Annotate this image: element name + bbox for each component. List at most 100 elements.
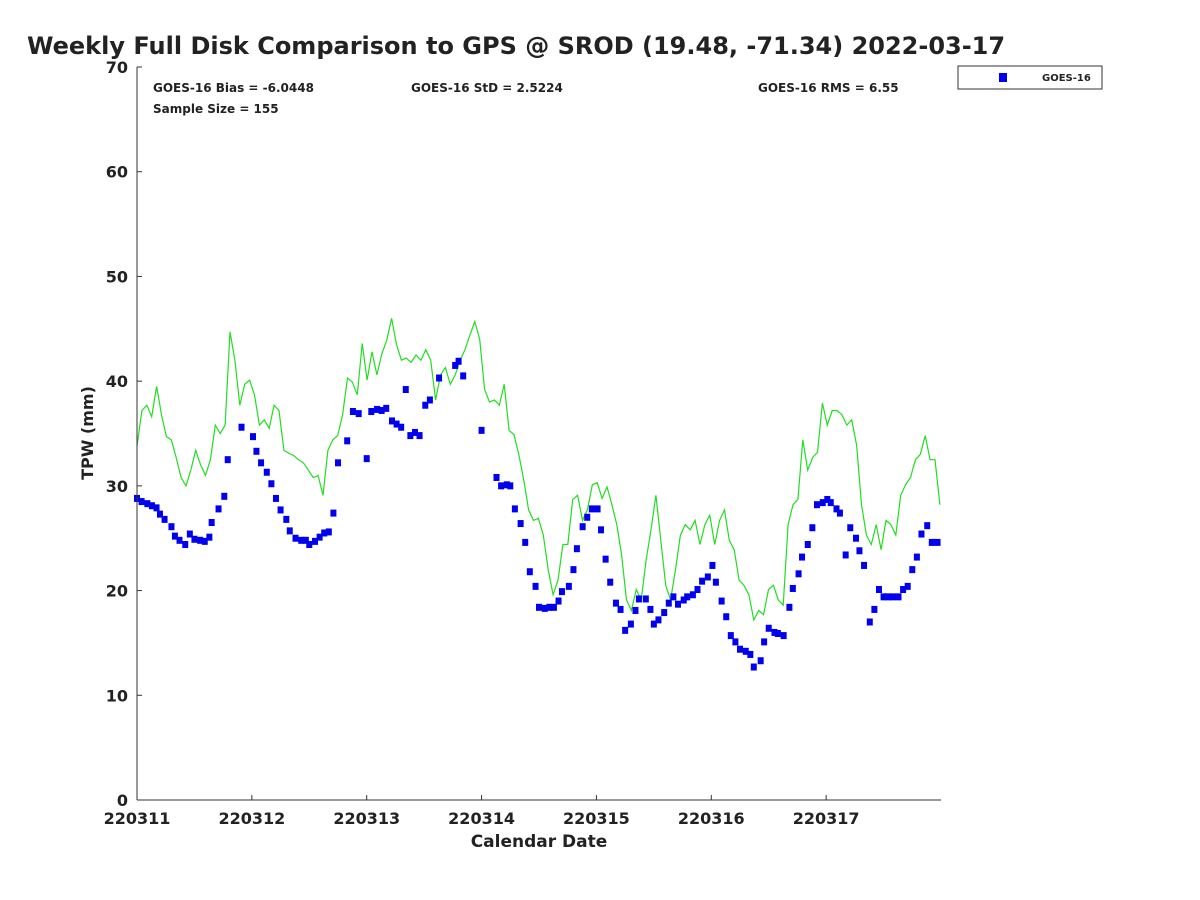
goes-point	[674, 600, 681, 608]
goes-point	[747, 650, 754, 658]
goes-point	[598, 526, 605, 534]
goes-point	[655, 616, 662, 624]
goes-point	[909, 566, 916, 574]
y-tick-label: 30	[106, 477, 128, 496]
goes-point	[836, 509, 843, 517]
goes-point	[292, 534, 299, 542]
x-tick-label: 220311	[104, 809, 171, 828]
goes-point	[368, 408, 375, 416]
goes-point	[900, 586, 907, 594]
goes-point	[913, 553, 920, 561]
x-tick-label: 220313	[333, 809, 400, 828]
x-tick-label: 220315	[563, 809, 630, 828]
goes-point	[316, 533, 323, 541]
gps-series	[136, 318, 941, 622]
goes-point	[853, 534, 860, 542]
goes-point	[579, 523, 586, 531]
goes-point	[780, 632, 787, 640]
goes-point	[737, 645, 743, 653]
goes-point	[627, 620, 634, 628]
rms-stat: GOES-16 RMS = 6.55	[758, 81, 899, 95]
goes-point	[827, 499, 834, 507]
goes-point	[712, 578, 719, 586]
x-tick-label: 220312	[218, 809, 285, 828]
goes-point	[684, 593, 691, 601]
goes-point	[498, 482, 505, 490]
goes-point	[452, 361, 459, 369]
goes-point	[402, 386, 409, 394]
goes-point	[344, 437, 351, 445]
goes-point	[511, 505, 518, 513]
goes-point	[263, 468, 270, 476]
goes-point	[522, 538, 529, 546]
goes-point	[709, 561, 716, 569]
goes-point	[426, 396, 433, 404]
goes-point	[206, 533, 213, 541]
y-tick-label: 70	[106, 58, 128, 77]
goes-point	[541, 604, 548, 612]
goes-point	[799, 553, 806, 561]
goes-point	[493, 473, 500, 481]
goes-point	[750, 663, 757, 671]
goes-point	[771, 628, 778, 636]
goes-point	[238, 423, 245, 431]
goes-point	[302, 536, 309, 544]
std-stat: GOES-16 StD = 2.5224	[411, 81, 563, 95]
goes-point	[378, 406, 385, 414]
goes-point	[321, 529, 328, 537]
goes-point	[809, 524, 816, 532]
goes-point	[742, 647, 749, 655]
goes-point	[723, 613, 730, 621]
goes-point	[934, 538, 941, 546]
goes-point	[871, 605, 878, 613]
goes-point	[795, 570, 802, 578]
goes-point	[819, 499, 826, 507]
x-tick-label: 220316	[678, 809, 745, 828]
goes-point	[718, 597, 725, 605]
goes-point	[704, 573, 711, 581]
goes-point	[277, 506, 284, 514]
y-tick-label: 60	[106, 163, 128, 182]
goes-point	[774, 630, 781, 638]
gps-line	[136, 318, 941, 622]
y-tick-label: 50	[106, 267, 128, 286]
goes-point	[570, 566, 577, 574]
goes-point	[584, 513, 591, 521]
chart-title: Weekly Full Disk Comparison to GPS @ SRO…	[27, 32, 1005, 60]
goes-point	[680, 596, 687, 604]
goes-point	[536, 603, 542, 611]
goes-point	[573, 545, 580, 553]
legend: GOES-16	[957, 65, 1103, 90]
goes-point	[546, 603, 553, 611]
goes-point	[168, 523, 175, 531]
goes-point	[283, 515, 290, 523]
goes-point	[422, 401, 429, 409]
goes-point	[355, 410, 362, 418]
goes-point	[325, 528, 332, 536]
goes-point	[268, 480, 275, 488]
goes-point	[789, 584, 796, 592]
goes-point	[727, 632, 734, 640]
goes-point	[875, 586, 882, 594]
goes-point	[558, 588, 565, 596]
goes-point	[250, 433, 257, 441]
goes-point	[612, 599, 619, 607]
x-axis-label: Calendar Date	[471, 832, 608, 852]
goes-point	[272, 494, 279, 502]
goes-point	[650, 620, 657, 628]
goes-point	[144, 500, 151, 508]
goes-point	[306, 540, 313, 548]
goes-point	[221, 492, 228, 500]
goes-point	[565, 582, 572, 590]
goes-point	[889, 593, 896, 601]
goes-point	[349, 408, 356, 416]
goes-point	[416, 432, 423, 440]
goes-point	[503, 481, 510, 489]
goes-point	[455, 357, 462, 365]
legend-box	[957, 65, 1103, 90]
goes-point	[813, 501, 820, 509]
y-tick-label: 10	[106, 686, 128, 705]
goes-point	[833, 505, 840, 513]
goes-point	[761, 638, 768, 646]
y-tick-label: 20	[106, 582, 128, 601]
